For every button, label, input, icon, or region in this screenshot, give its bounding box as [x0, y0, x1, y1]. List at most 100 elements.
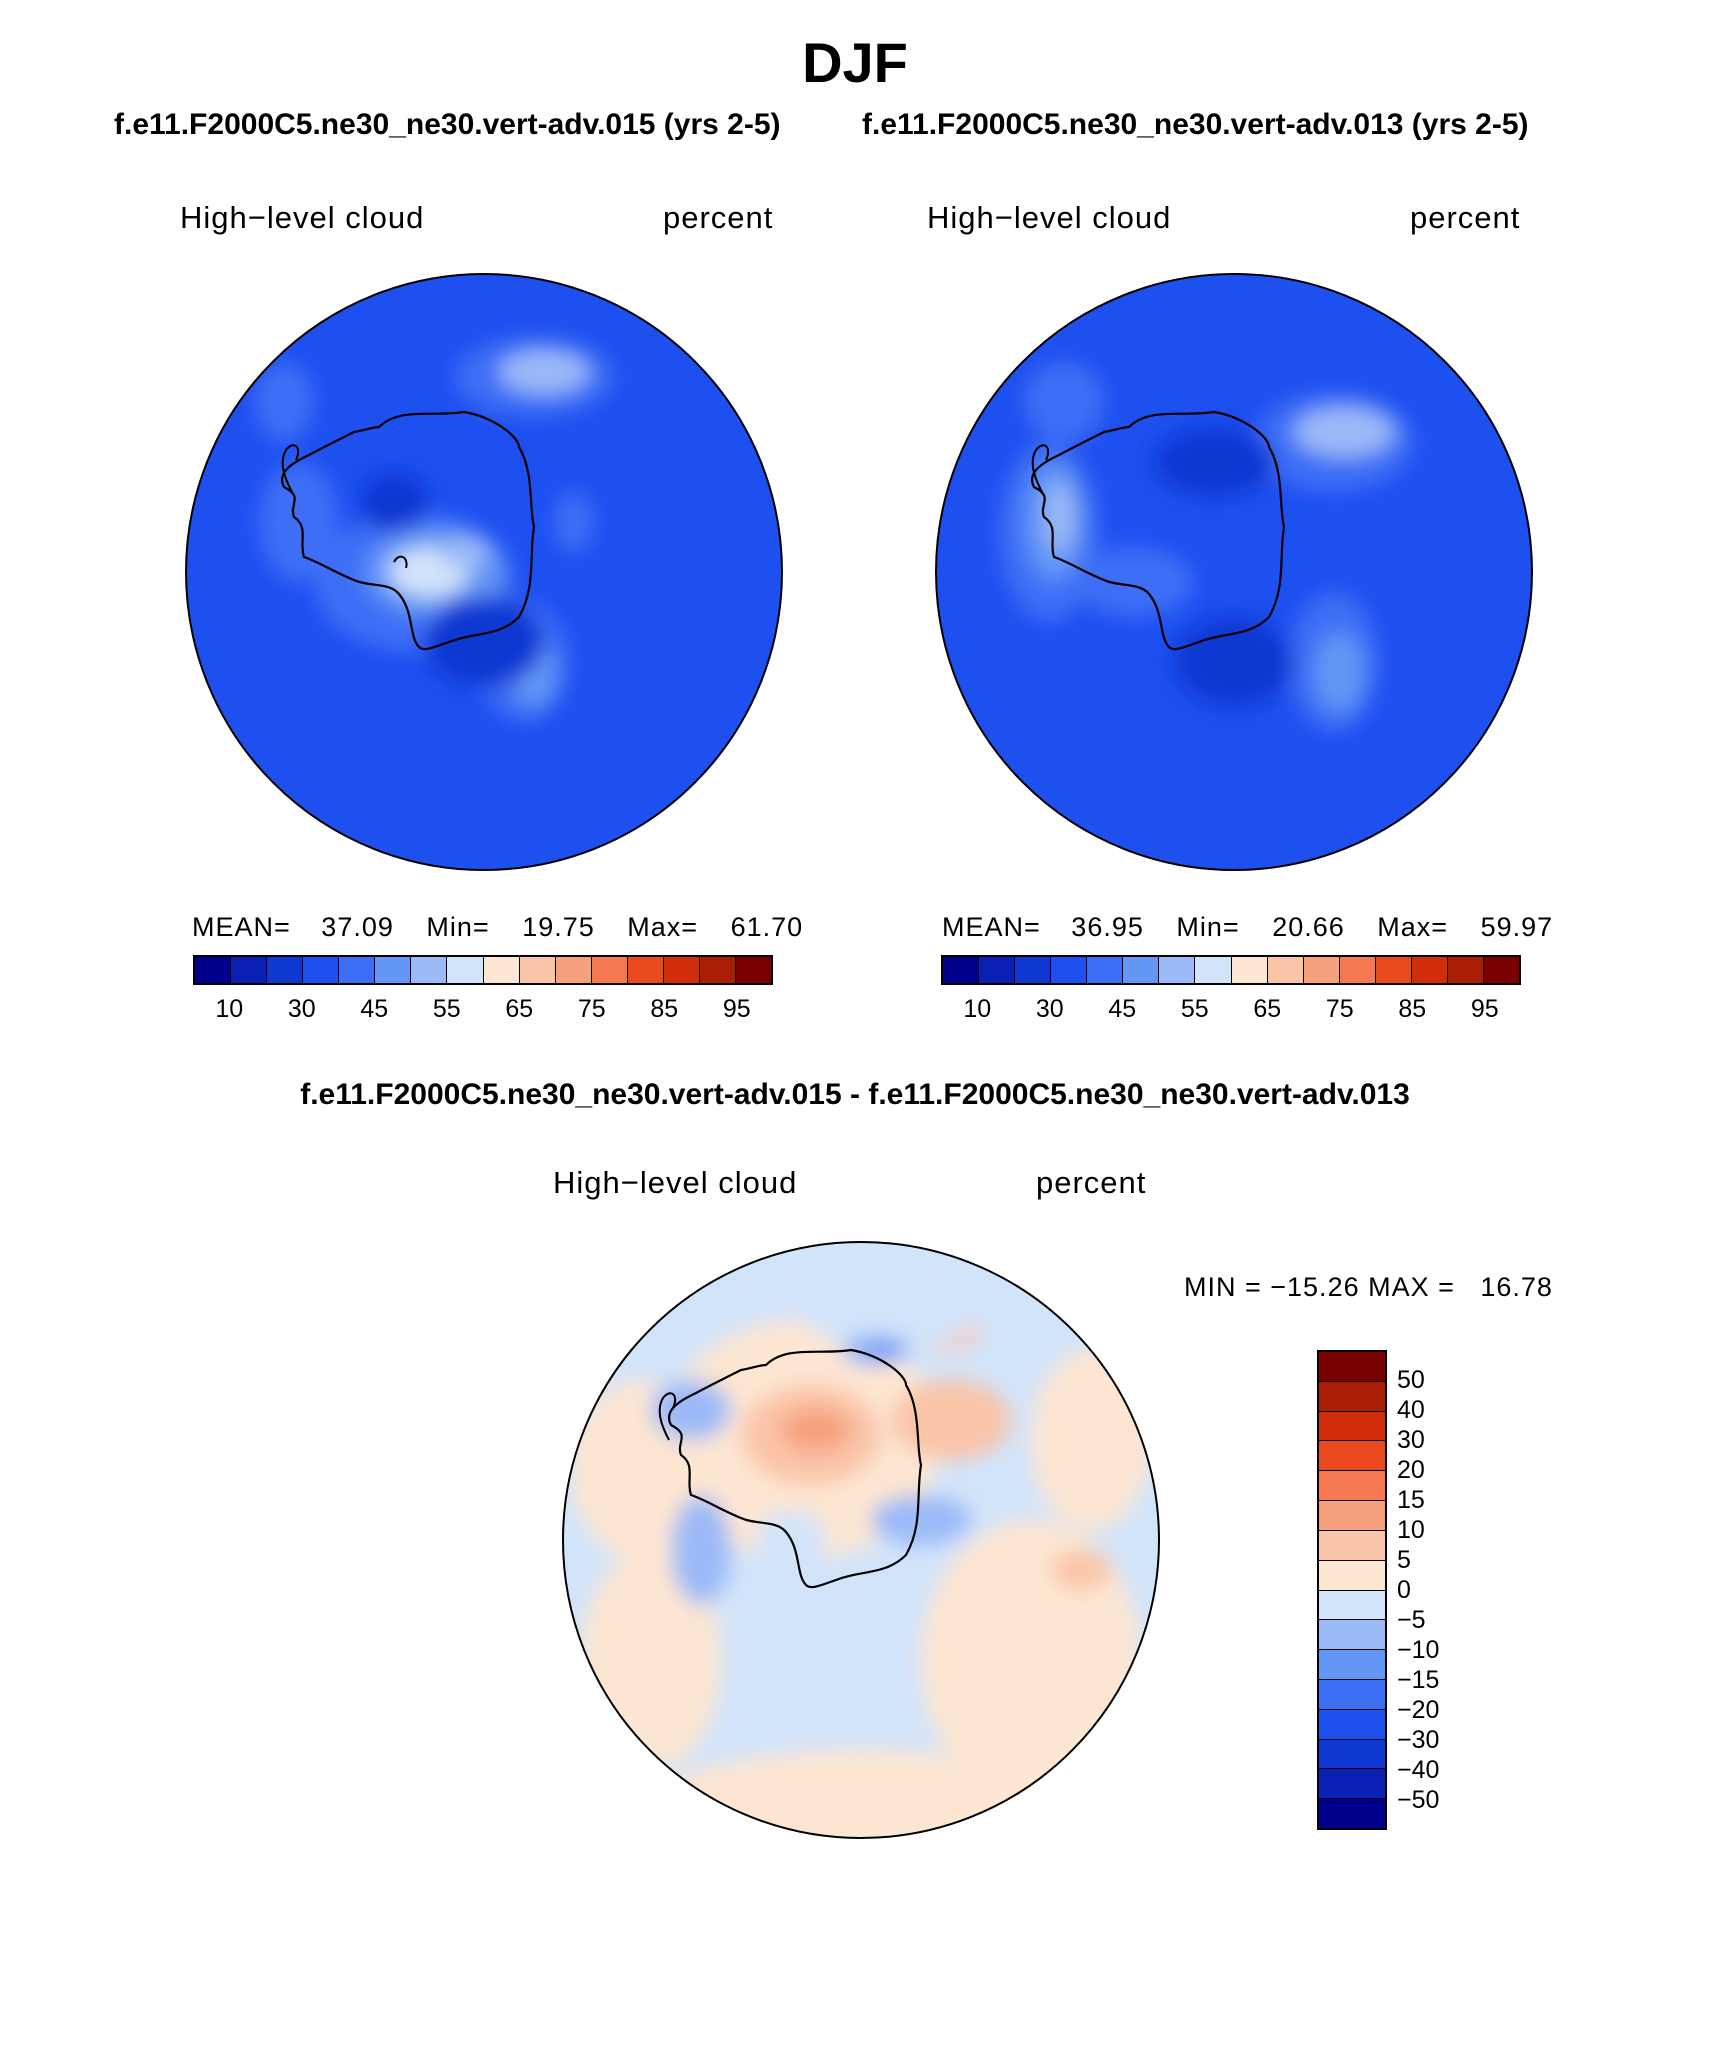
colorbar-difference-tick-label: 30 [1397, 1426, 1425, 1454]
colorbar-panel2-tick-label: 10 [963, 995, 992, 1023]
colorbar-panel2-swatch [1015, 957, 1052, 983]
colorbar-difference-tick-label: 5 [1397, 1546, 1411, 1574]
colorbar-panel1-tick-label: 55 [432, 995, 461, 1023]
colorbar-panel2-tick-label: 45 [1108, 995, 1137, 1023]
map-panel1 [185, 273, 783, 871]
colorbar-difference-swatch [1319, 1650, 1385, 1680]
colorbar-difference-tick-label: −40 [1397, 1756, 1440, 1784]
colorbar-difference-swatch [1319, 1799, 1385, 1828]
panel3-minmax: MIN = −15.26 MAX = 16.78 [1184, 1272, 1553, 1302]
difference-title: f.e11.F2000C5.ne30_ne30.vert-adv.015 - f… [300, 1078, 1410, 1111]
colorbar-panel1-tick-label: 95 [722, 995, 751, 1023]
colorbar-panel2-swatch [1051, 957, 1088, 983]
colorbar-panel1-swatch [591, 957, 628, 983]
colorbar-panel1-swatch [231, 957, 268, 983]
colorbar-difference-swatch [1319, 1679, 1385, 1710]
colorbar-difference-swatch [1319, 1620, 1385, 1651]
colorbar-panel1-tick-label: 65 [505, 995, 534, 1023]
colorbar-panel1-tick-label: 75 [577, 995, 606, 1023]
colorbar-panel1-tick-label: 45 [360, 995, 389, 1023]
colorbar-difference-ticks: 50 40 30 20 15 10 5 0 −5 −10 −15 −20 −30 −40 −50 [1397, 1350, 1457, 1830]
colorbar-panel2-tick-label: 75 [1325, 995, 1354, 1023]
colorbar-difference-tick-label: −50 [1397, 1786, 1440, 1814]
colorbar-panel2-swatch [1087, 957, 1124, 983]
panel2-max: 59.97 [1480, 912, 1554, 942]
panel3-units: percent [1036, 1165, 1147, 1200]
panel1-min-label: Min= [426, 912, 490, 942]
colorbar-panel1-swatch [411, 957, 448, 983]
colorbar-difference-swatch [1319, 1590, 1385, 1621]
panel1-variable: High−level cloud [180, 200, 425, 235]
colorbar-panel2-tick-label: 85 [1398, 995, 1427, 1023]
colorbar-panel2-swatch [1159, 957, 1196, 983]
colorbar-difference-tick-label: 40 [1397, 1396, 1425, 1424]
colorbar-difference-swatch [1319, 1501, 1385, 1531]
map-panel2 [935, 273, 1533, 871]
colorbar-difference-swatch [1319, 1441, 1385, 1472]
colorbar-difference-tick-label: −15 [1397, 1666, 1440, 1694]
colorbar-panel2-tick-label: 95 [1470, 995, 1499, 1023]
colorbar-panel1-swatch [663, 957, 700, 983]
colorbar-panel2-swatch [1231, 957, 1268, 983]
colorbar-panel1-tick-label: 10 [215, 995, 244, 1023]
colorbar-panel2-swatch [943, 957, 980, 983]
panel2-units: percent [1410, 200, 1521, 235]
colorbar-panel1-swatch [447, 957, 484, 983]
colorbar-panel1-swatch [303, 957, 340, 983]
panel1-units: percent [663, 200, 774, 235]
colorbar-difference-swatch [1319, 1471, 1385, 1502]
colorbar-difference-swatch [1319, 1381, 1385, 1412]
panel2-mean-label: MEAN= [942, 912, 1041, 942]
colorbar-panel2-swatch [1339, 957, 1376, 983]
colorbar-panel2-swatch [979, 957, 1016, 983]
map-difference [562, 1241, 1160, 1839]
colorbar-panel2-swatch [1447, 957, 1484, 983]
colorbar-difference [1317, 1350, 1387, 1830]
colorbar-panel1-tick-label: 30 [287, 995, 316, 1023]
panel1-stats: MEAN= 37.09 Min= 19.75 Max= 61.70 [192, 912, 803, 943]
panel1-mean-label: MEAN= [192, 912, 291, 942]
colorbar-difference-tick-label: −20 [1397, 1696, 1440, 1724]
colorbar-panel2-swatch [1411, 957, 1448, 983]
colorbar-panel2-swatch [1375, 957, 1412, 983]
season-title: DJF [802, 31, 908, 94]
colorbar-panel1-swatch [735, 957, 771, 983]
colorbar-difference-swatch [1319, 1739, 1385, 1770]
colorbar-panel1-swatch [339, 957, 376, 983]
panel2-stats: MEAN= 36.95 Min= 20.66 Max= 59.97 [942, 912, 1553, 943]
colorbar-difference-swatch [1319, 1411, 1385, 1442]
colorbar-difference-tick-label: 20 [1397, 1456, 1425, 1484]
colorbar-panel1-ticks: 10 30 45 55 65 75 85 95 [193, 995, 773, 1025]
colorbar-panel2-ticks: 10 30 45 55 65 75 85 95 [941, 995, 1521, 1025]
colorbar-panel2-swatch [1195, 957, 1232, 983]
colorbar-difference-tick-label: −30 [1397, 1726, 1440, 1754]
panel1-min: 19.75 [522, 912, 595, 942]
colorbar-difference-swatch [1319, 1352, 1385, 1382]
colorbar-panel1-swatch [555, 957, 592, 983]
colorbar-panel2 [941, 955, 1521, 985]
colorbar-difference-tick-label: 0 [1397, 1576, 1411, 1604]
colorbar-panel1-swatch [195, 957, 232, 983]
colorbar-panel2-swatch [1267, 957, 1304, 983]
panel1-mean: 37.09 [321, 912, 394, 942]
colorbar-panel2-swatch [1123, 957, 1160, 983]
colorbar-panel2-swatch [1483, 957, 1519, 983]
colorbar-difference-tick-label: 50 [1397, 1366, 1425, 1394]
colorbar-difference-swatch [1319, 1769, 1385, 1800]
panel1-max-label: Max= [627, 912, 699, 942]
colorbar-difference-tick-label: −5 [1397, 1606, 1426, 1634]
colorbar-panel1 [193, 955, 773, 985]
panel2-min-label: Min= [1176, 912, 1240, 942]
panel2-mean: 36.95 [1071, 912, 1144, 942]
right-case-title: f.e11.F2000C5.ne30_ne30.vert-adv.013 (yr… [862, 108, 1529, 141]
colorbar-panel1-swatch [483, 957, 520, 983]
colorbar-panel1-swatch [375, 957, 412, 983]
colorbar-panel1-tick-label: 85 [650, 995, 679, 1023]
colorbar-panel2-tick-label: 30 [1035, 995, 1064, 1023]
panel1-max: 61.70 [730, 912, 804, 942]
colorbar-panel1-swatch [699, 957, 736, 983]
colorbar-difference-swatch [1319, 1709, 1385, 1740]
colorbar-difference-swatch [1319, 1530, 1385, 1561]
panel2-variable: High−level cloud [927, 200, 1172, 235]
colorbar-difference-tick-label: −10 [1397, 1636, 1440, 1664]
